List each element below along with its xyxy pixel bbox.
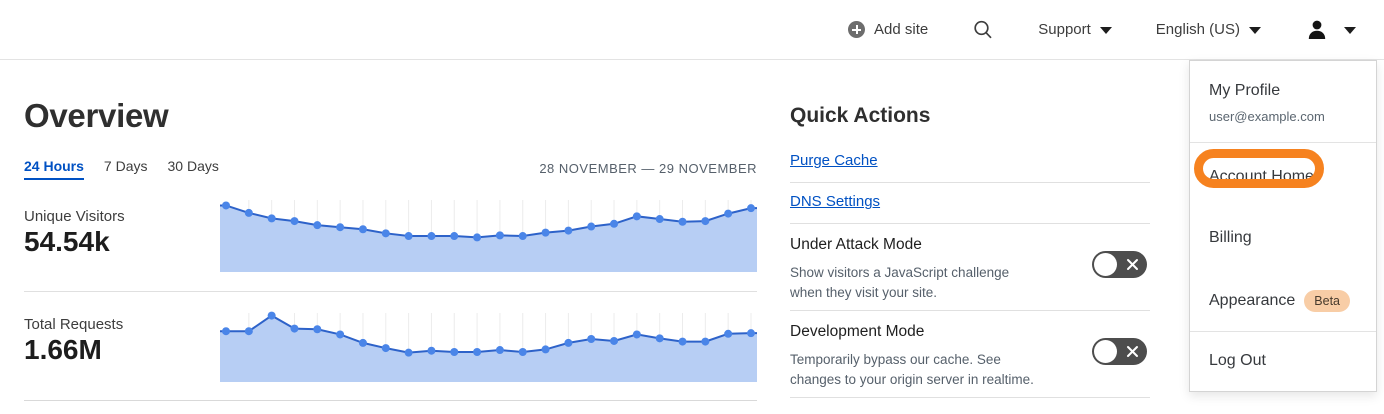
- add-site-button[interactable]: Add site: [848, 21, 928, 38]
- total-requests-chart: [220, 311, 757, 382]
- tab-7-days[interactable]: 7 Days: [103, 158, 148, 174]
- menu-item-account-home[interactable]: Account Home: [1209, 168, 1314, 185]
- development-mode-title: Development Mode: [790, 323, 925, 340]
- x-icon: [1127, 259, 1138, 270]
- language-dropdown[interactable]: English (US): [1156, 21, 1261, 38]
- user-menu-trigger[interactable]: [1305, 18, 1356, 42]
- row-divider: [790, 310, 1150, 311]
- metric-value: 54.54k: [24, 226, 110, 257]
- under-attack-mode-toggle[interactable]: [1092, 251, 1147, 278]
- support-dropdown[interactable]: Support: [1038, 21, 1112, 38]
- metric-label: Unique Visitors: [24, 208, 125, 225]
- purge-cache-link[interactable]: Purge Cache: [790, 152, 878, 169]
- menu-item-billing[interactable]: Billing: [1209, 229, 1252, 246]
- search-button[interactable]: [972, 19, 994, 41]
- plus-circle-icon: [848, 21, 866, 38]
- my-profile-label[interactable]: My Profile: [1209, 82, 1281, 99]
- tab-30-days[interactable]: 30 Days: [167, 158, 219, 174]
- chevron-down-icon: [1344, 27, 1356, 34]
- quick-actions-title: Quick Actions: [790, 104, 931, 127]
- menu-divider: [1190, 142, 1376, 143]
- toggle-knob: [1094, 340, 1117, 363]
- section-divider: [24, 291, 757, 292]
- metric-value: 1.66M: [24, 334, 102, 365]
- unique-visitors-chart: [220, 200, 757, 272]
- time-range-tabs: 24 Hours 7 Days 30 Days: [24, 158, 219, 180]
- tab-24-hours[interactable]: 24 Hours: [24, 158, 84, 180]
- date-range-label: 28 NOVEMBER — 29 NOVEMBER: [539, 161, 757, 176]
- x-icon: [1127, 346, 1138, 357]
- beta-badge: Beta: [1304, 290, 1351, 312]
- metric-label: Total Requests: [24, 316, 124, 333]
- user-email: user@example.com: [1209, 109, 1325, 124]
- toggle-knob: [1094, 253, 1117, 276]
- page-title: Overview: [24, 97, 169, 134]
- search-icon: [974, 20, 992, 38]
- user-icon: [1308, 20, 1326, 39]
- development-mode-toggle[interactable]: [1092, 338, 1147, 365]
- language-label: English (US): [1155, 21, 1240, 38]
- dns-settings-link[interactable]: DNS Settings: [790, 193, 881, 210]
- under-attack-mode-description: Show visitors a JavaScript challenge whe…: [790, 265, 1010, 300]
- menu-item-log-out[interactable]: Log Out: [1209, 352, 1266, 369]
- support-label: Support: [1038, 21, 1091, 38]
- appearance-label: Appearance: [1209, 292, 1296, 309]
- row-divider: [790, 182, 1150, 183]
- unique-visitors-row: Unique Visitors 54.54k: [24, 197, 757, 272]
- chevron-down-icon: [1249, 27, 1261, 34]
- menu-item-appearance[interactable]: Appearance Beta: [1209, 290, 1351, 312]
- total-requests-row: Total Requests 1.66M: [24, 310, 757, 382]
- user-dropdown-menu: My Profile user@example.com Account Home…: [1189, 60, 1377, 392]
- top-navigation-bar: Add site Support English (US): [0, 0, 1384, 60]
- add-site-label: Add site: [874, 21, 929, 38]
- under-attack-mode-title: Under Attack Mode: [790, 236, 922, 253]
- chevron-down-icon: [1099, 27, 1112, 34]
- section-divider: [24, 400, 757, 401]
- development-mode-description: Temporarily bypass our cache. See change…: [790, 352, 1034, 387]
- row-divider: [790, 397, 1150, 398]
- row-divider: [790, 223, 1150, 224]
- menu-divider: [1190, 331, 1376, 332]
